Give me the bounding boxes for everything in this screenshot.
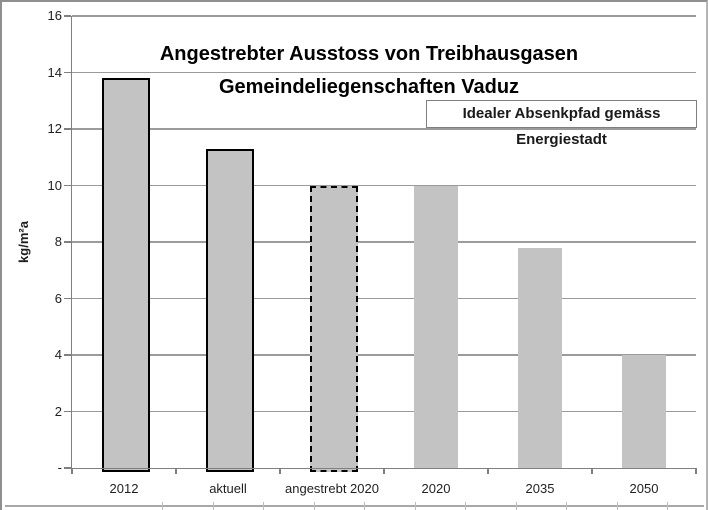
- bottom-edge-tick: [364, 502, 365, 510]
- bottom-edge-tick: [414, 502, 416, 510]
- chart-title-line-2: Gemeindeliegenschaften Vaduz: [218, 76, 520, 98]
- x-category-label: 2020: [421, 481, 451, 496]
- bar-2020: [414, 185, 458, 468]
- x-category-label: 2035: [525, 481, 555, 496]
- y-tick-mark: [64, 354, 71, 356]
- gridline: [72, 241, 696, 243]
- bar-2035: [518, 247, 562, 468]
- bottom-edge-tick: [162, 502, 163, 510]
- y-tick-mark: [64, 128, 71, 130]
- bar-2050: [622, 355, 666, 468]
- y-tick-label: 8: [54, 234, 62, 249]
- y-tick-label: 16: [47, 8, 62, 23]
- bottom-edge-tick: [212, 502, 214, 510]
- y-axis-title: kg/m²a: [16, 221, 31, 263]
- x-category-label: 2050: [629, 481, 659, 496]
- y-tick-label: 4: [54, 347, 62, 362]
- y-tick-mark: [64, 410, 71, 413]
- bar-angestrebt-2020: [310, 185, 358, 472]
- bottom-edge-tick: [515, 502, 517, 510]
- chart-title: Angestrebter Ausstoss von Treibhausgasen…: [148, 38, 590, 104]
- y-tick-mark: [64, 297, 71, 300]
- y-tick-mark: [64, 241, 71, 243]
- gridline: [72, 71, 696, 74]
- x-tick-mark: [487, 468, 489, 474]
- bottom-edge-tick: [616, 502, 618, 510]
- chart-title-line-1: Angestrebter Ausstoss von Treibhausgasen: [159, 43, 579, 65]
- x-tick-mark: [175, 468, 177, 474]
- bottom-edge-tick: [465, 502, 466, 510]
- x-category-label: angestrebt 2020: [285, 481, 379, 496]
- bottom-edge-tick: [263, 502, 264, 510]
- y-tick-label: 6: [54, 290, 62, 306]
- x-category-label: 2012: [109, 481, 139, 496]
- x-tick-mark: [383, 468, 385, 474]
- x-tick-mark: [71, 468, 73, 474]
- y-tick-mark: [64, 71, 71, 74]
- y-tick-label: 10: [47, 177, 62, 193]
- x-category-label: aktuell: [209, 481, 247, 496]
- gridline: [72, 128, 696, 130]
- gridline: [72, 354, 696, 356]
- bar-aktuell: [206, 148, 254, 472]
- y-tick-label: 2: [54, 403, 62, 419]
- x-tick-mark: [591, 468, 593, 474]
- y-tick-mark: [64, 15, 71, 17]
- gridline: [72, 297, 696, 300]
- y-tick-label: 12: [47, 121, 62, 136]
- x-tick-mark: [279, 468, 281, 474]
- bottom-edge-tick: [566, 502, 567, 510]
- gridline: [72, 15, 696, 17]
- y-tick-label: 14: [47, 64, 62, 80]
- bar-2012: [102, 78, 150, 472]
- y-tick-mark: [64, 467, 71, 469]
- gridline: [72, 410, 696, 413]
- annotation-box: Idealer Absenkpfad gemäss Energiestadt: [426, 100, 697, 148]
- bottom-edge-tick: [313, 502, 315, 510]
- x-tick-mark: [695, 468, 697, 474]
- y-tick-label: -: [57, 460, 62, 475]
- y-axis-line: [70, 16, 72, 470]
- bottom-edge-tick: [667, 502, 668, 510]
- bottom-edge-artifact: [5, 505, 704, 507]
- y-tick-mark: [64, 184, 71, 187]
- gridline: [72, 184, 696, 187]
